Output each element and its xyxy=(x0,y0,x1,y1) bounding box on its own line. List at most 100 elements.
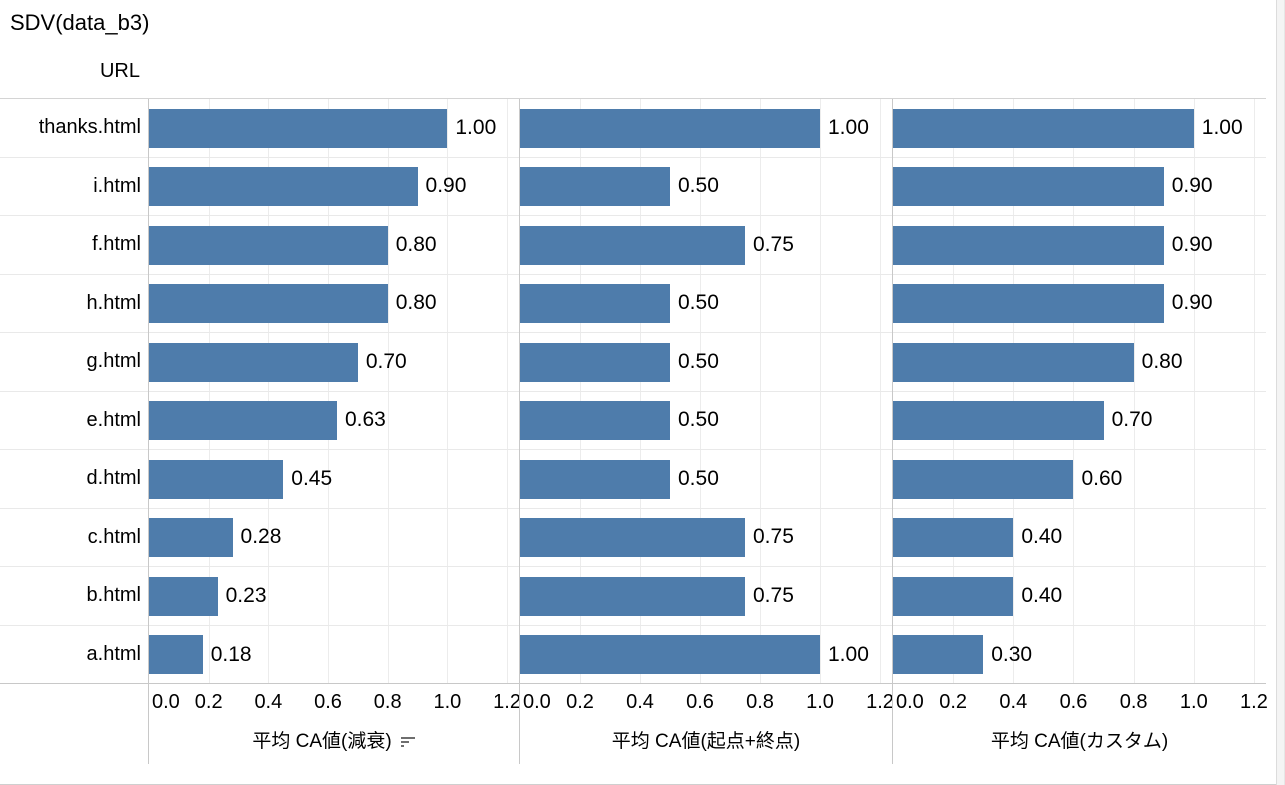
bar-mark[interactable] xyxy=(149,108,448,148)
bar-value-label: 1.00 xyxy=(455,115,497,139)
x-axis-title[interactable]: 平均 CA値(カスタム) xyxy=(893,726,1266,753)
bar-row: 0.50 xyxy=(520,275,892,333)
bar-row: 0.80 xyxy=(893,333,1266,392)
row-label[interactable]: thanks.html xyxy=(0,99,148,158)
bar-mark[interactable] xyxy=(893,167,1164,206)
row-label[interactable]: e.html xyxy=(0,392,148,450)
x-axis-title-text: 平均 CA値(起点+終点) xyxy=(611,731,801,752)
bar-row: 0.90 xyxy=(149,158,519,216)
row-label[interactable]: a.html xyxy=(86,643,141,666)
bar-mark[interactable] xyxy=(893,225,1164,265)
bar-mark[interactable] xyxy=(149,635,203,674)
x-axis-tick-label: 1.0 xyxy=(806,691,834,713)
x-axis-tick-label: 0.2 xyxy=(194,691,223,713)
bar-mark[interactable] xyxy=(149,284,388,323)
bar-row: 0.50 xyxy=(520,392,892,450)
sort-descending-icon[interactable] xyxy=(400,736,416,749)
bar-mark[interactable] xyxy=(149,576,218,616)
bar-row: 1.00 xyxy=(149,99,519,158)
bar-value-label: 0.80 xyxy=(395,291,437,315)
row-label[interactable]: h.html xyxy=(0,275,148,333)
bar-row: 1.00 xyxy=(520,626,892,685)
bar-row: 0.90 xyxy=(893,275,1266,333)
bar-row: 0.30 xyxy=(893,626,1266,685)
bar-value-label: 1.00 xyxy=(828,115,869,139)
chart-area: thanks.html i.html f.html h.html g.html e.htm… xyxy=(0,98,1268,764)
bar-mark[interactable] xyxy=(149,342,358,382)
bar-mark[interactable] xyxy=(893,576,1014,616)
x-axis-title[interactable]: 平均 CA値(減衰) xyxy=(149,726,519,753)
bar-value-label: 0.75 xyxy=(753,232,794,256)
x-axis-tick-label: 0.8 xyxy=(746,691,774,713)
bar-value-label: 0.50 xyxy=(678,349,719,373)
bar-mark[interactable] xyxy=(520,108,820,148)
bar-value-label: 0.30 xyxy=(991,642,1033,666)
bar-mark[interactable] xyxy=(520,635,820,674)
x-axis-tick-label: 1.2 xyxy=(1240,691,1268,713)
bar-row: 0.90 xyxy=(893,216,1266,275)
bar-mark[interactable] xyxy=(149,518,233,557)
bar-value-label: 0.63 xyxy=(344,408,386,432)
row-label[interactable]: c.html xyxy=(0,509,148,567)
bar-mark[interactable] xyxy=(893,108,1194,148)
x-axis-tick-label: 0.2 xyxy=(939,691,968,713)
bar-value-label: 0.50 xyxy=(678,174,719,198)
x-axis-tick-label: 0.2 xyxy=(566,691,594,713)
bar-value-label: 1.00 xyxy=(828,642,869,666)
bar-mark[interactable] xyxy=(520,225,745,265)
bar-mark[interactable] xyxy=(893,518,1014,557)
row-label[interactable]: i.html xyxy=(0,158,148,216)
bar-row: 0.40 xyxy=(893,509,1266,567)
x-axis-title-text: 平均 CA値(カスタム) xyxy=(990,731,1169,752)
bar-mark[interactable] xyxy=(520,284,670,323)
bar-mark[interactable] xyxy=(520,459,670,499)
bar-row: 0.63 xyxy=(149,392,519,450)
bar-row: 0.50 xyxy=(520,158,892,216)
row-label[interactable]: d.html xyxy=(0,450,148,509)
row-field-label[interactable]: URL xyxy=(99,60,140,82)
bar-mark[interactable] xyxy=(149,401,337,440)
x-axis-tick-label: 1.2 xyxy=(866,691,894,713)
bar-value-label: 0.90 xyxy=(425,174,467,198)
bar-value-label: 0.18 xyxy=(210,642,252,666)
bar-value-label: 0.50 xyxy=(678,408,719,432)
bar-mark[interactable] xyxy=(520,401,670,440)
row-label[interactable]: f.html xyxy=(0,216,148,275)
x-axis-tick-label: 0.8 xyxy=(1119,691,1148,713)
bar-mark[interactable] xyxy=(520,167,670,206)
sheet-title: SDV(data_b3) xyxy=(10,10,150,35)
bar-mark[interactable] xyxy=(893,342,1134,382)
bar-mark[interactable] xyxy=(893,401,1104,440)
bar-value-label: 0.50 xyxy=(678,291,719,315)
bar-value-label: 0.50 xyxy=(678,466,719,490)
x-axis-tick-label: 0.4 xyxy=(626,691,654,713)
bar-mark[interactable] xyxy=(149,225,388,265)
x-axis-tick-label: 0.4 xyxy=(254,691,283,713)
x-axis-tick-label: 1.0 xyxy=(433,691,462,713)
bar-value-label: 0.90 xyxy=(1171,174,1213,198)
bar-mark[interactable] xyxy=(893,284,1164,323)
x-axis-title-text: 平均 CA値(減衰) xyxy=(252,731,392,752)
row-label[interactable]: g.html xyxy=(0,333,148,392)
bar-mark[interactable] xyxy=(520,576,745,616)
bar-row: 0.18 xyxy=(149,626,519,685)
bar-value-label: 0.23 xyxy=(225,583,267,607)
bar-value-label: 0.40 xyxy=(1021,525,1063,549)
x-axis: 0.0 0.2 0.4 0.6 0.8 1.0 1.2 平均 CA値(カスタム) xyxy=(893,684,1268,764)
bar-mark[interactable] xyxy=(893,459,1074,499)
bar-mark[interactable] xyxy=(520,342,670,382)
vertical-scrollbar-track[interactable] xyxy=(1276,0,1285,785)
bar-row: 0.80 xyxy=(149,275,519,333)
bar-value-label: 0.75 xyxy=(753,583,794,607)
x-axis: 0.0 0.2 0.4 0.6 0.8 1.0 1.2 平均 CA値(起点+終点) xyxy=(520,684,894,764)
bar-mark[interactable] xyxy=(520,518,745,557)
bar-mark[interactable] xyxy=(893,635,984,674)
row-label[interactable]: b.html xyxy=(0,567,148,626)
x-axis-title[interactable]: 平均 CA値(起点+終点) xyxy=(520,726,892,753)
bar-mark[interactable] xyxy=(149,167,418,206)
x-axis-tick-label: 0.6 xyxy=(686,691,714,713)
bar-row: 0.60 xyxy=(893,450,1266,509)
bar-row: 0.90 xyxy=(893,158,1266,216)
bar-value-label: 0.60 xyxy=(1081,466,1123,490)
bar-mark[interactable] xyxy=(149,459,284,499)
